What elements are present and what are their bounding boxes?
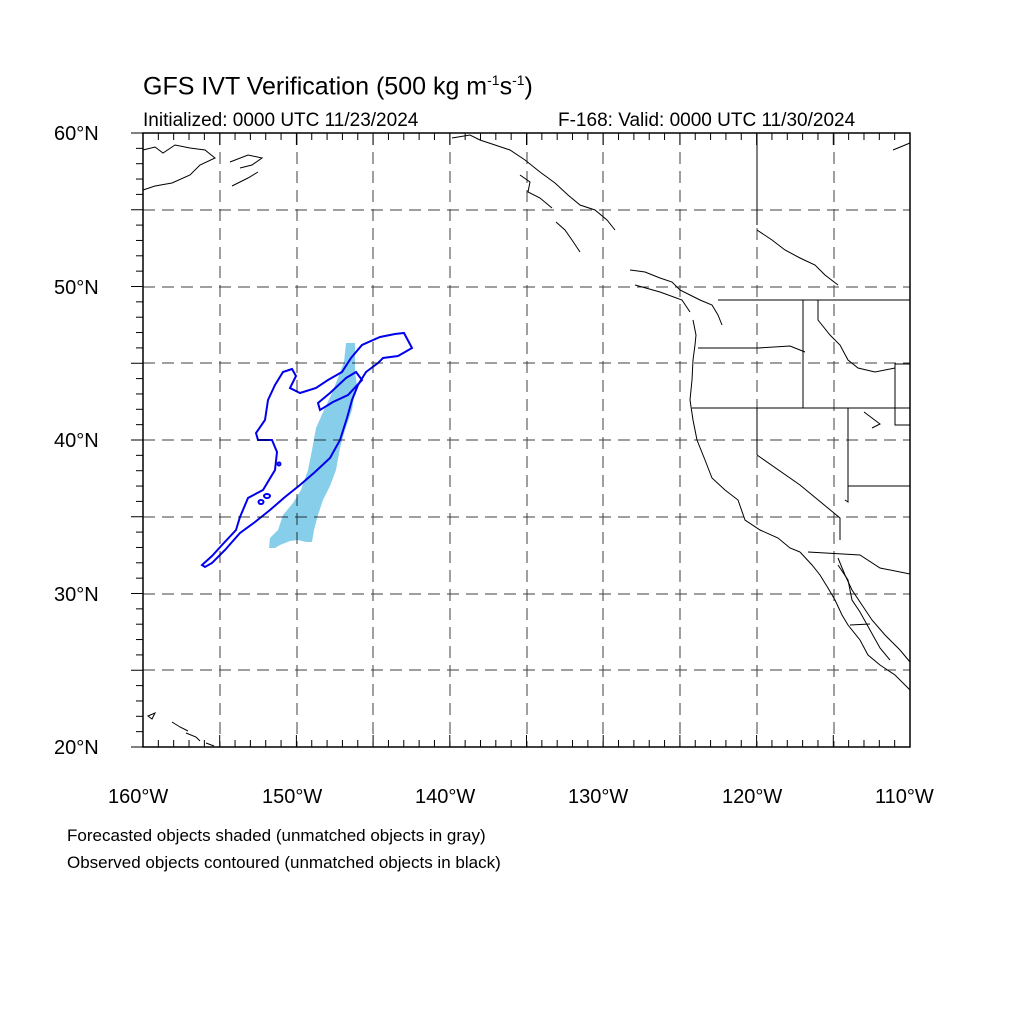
lon-label-140: 140°W [415,786,476,808]
initialized-time: Initialized: 0000 UTC 11/23/2024 [143,110,419,131]
lat-label-30: 30°N [54,584,99,606]
lon-label-150: 150°W [262,786,323,808]
lon-label-110: 110°W [875,786,934,808]
graticule [143,133,910,747]
lon-label-120: 120°W [722,786,783,808]
legend-forecast-note: Forecasted objects shaded (unmatched obj… [67,826,486,845]
lat-label-50: 50°N [54,277,99,299]
observed-object [200,331,414,569]
lon-label-130: 130°W [568,786,629,808]
axis-ticks [131,132,911,748]
forecast-object [269,343,357,548]
lon-label-160: 160°W [108,786,169,808]
lat-label-20: 20°N [54,737,99,759]
valid-time: F-168: Valid: 0000 UTC 11/30/2024 [558,110,856,131]
lat-label-60: 60°N [54,123,99,145]
legend-observed-note: Observed objects contoured (unmatched ob… [67,853,501,872]
map-title: GFS IVT Verification (500 kg m-1s-1) [143,72,533,101]
lat-label-40: 40°N [54,430,99,452]
